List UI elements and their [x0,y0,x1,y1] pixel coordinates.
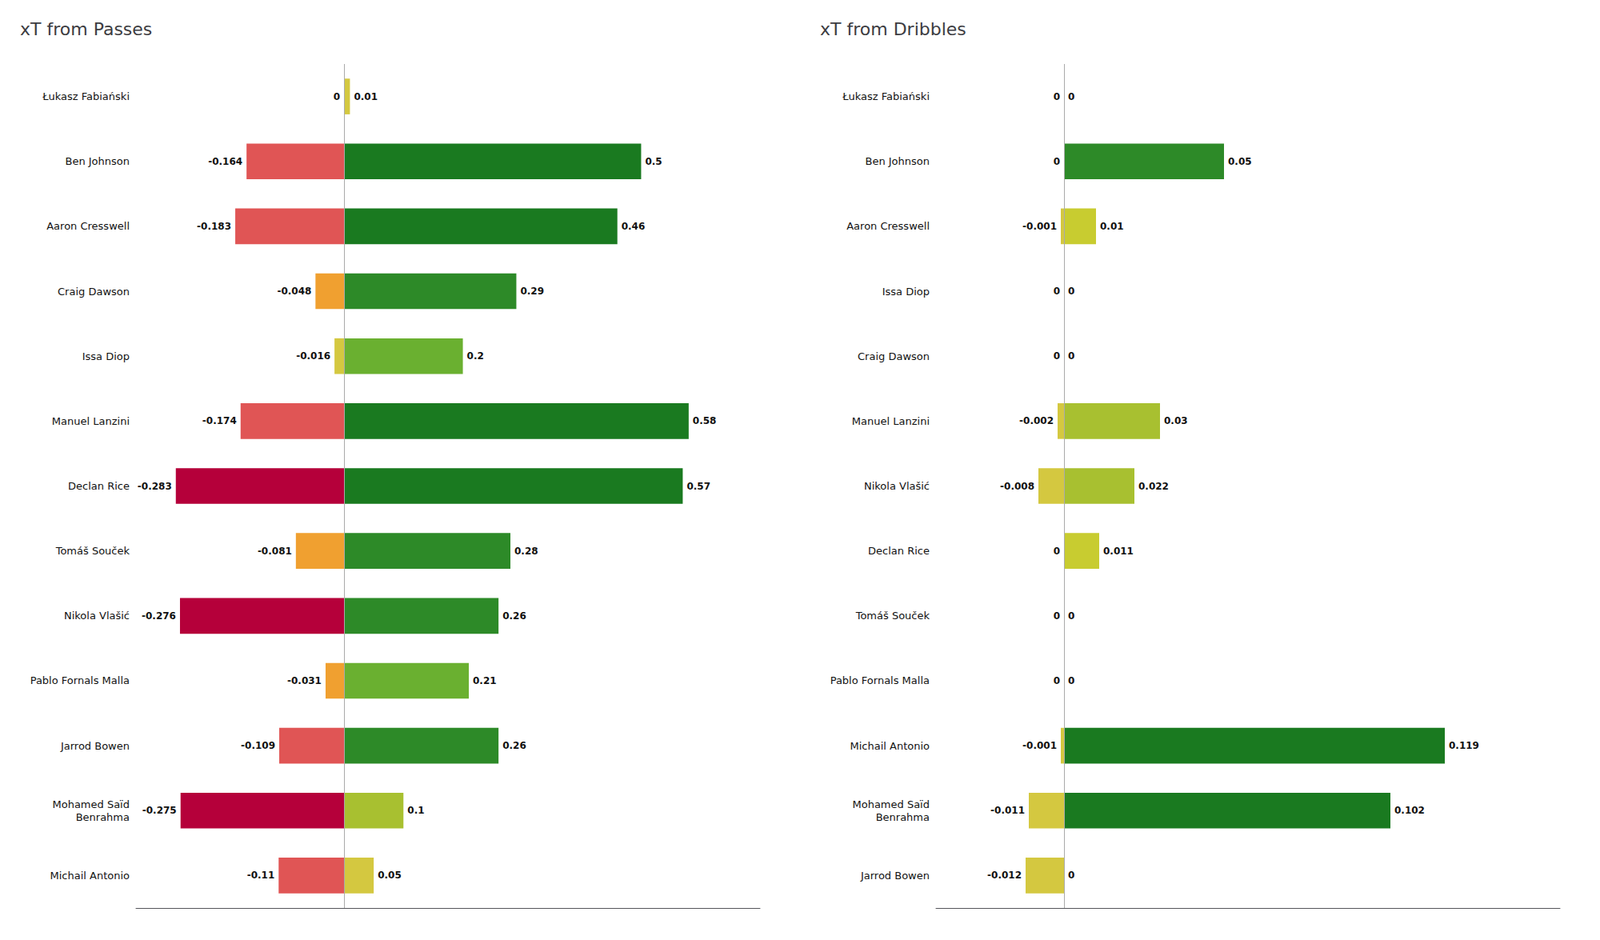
svg-text:0: 0 [1068,285,1075,297]
svg-text:Pablo Fornals Malla: Pablo Fornals Malla [30,674,130,687]
svg-text:0.119: 0.119 [1448,740,1480,752]
svg-text:Declan Rice: Declan Rice [68,480,130,492]
svg-text:Michail Antonio: Michail Antonio [849,740,930,752]
svg-text:Issa Diop: Issa Diop [882,285,930,298]
svg-text:0.01: 0.01 [1100,220,1124,232]
svg-text:0.28: 0.28 [514,545,539,557]
svg-text:-0.283: -0.283 [137,480,172,492]
svg-text:-0.275: -0.275 [142,804,177,816]
svg-text:0: 0 [1068,610,1075,622]
svg-text:Manuel Lanzini: Manuel Lanzini [852,415,930,428]
svg-text:0: 0 [1068,91,1075,103]
svg-text:-0.008: -0.008 [1000,480,1035,492]
svg-text:xT from Passes: xT from Passes [20,19,152,40]
svg-text:Craig Dawson: Craig Dawson [57,285,130,298]
svg-text:-0.012: -0.012 [987,869,1022,881]
svg-text:Benrahma: Benrahma [76,811,130,824]
svg-text:-0.001: -0.001 [1022,740,1057,752]
svg-text:Manuel Lanzini: Manuel Lanzini [52,415,130,428]
svg-text:0.102: 0.102 [1394,804,1425,816]
svg-text:Aaron Cresswell: Aaron Cresswell [46,220,130,232]
svg-text:-0.016: -0.016 [296,350,331,362]
svg-text:Łukasz Fabiański: Łukasz Fabiański [41,90,130,103]
svg-text:0: 0 [1053,285,1060,297]
svg-text:Pablo Fornals Malla: Pablo Fornals Malla [830,674,930,687]
svg-text:0.05: 0.05 [377,869,402,881]
svg-text:Tomáš Souček: Tomáš Souček [855,609,931,622]
svg-text:Aaron Cresswell: Aaron Cresswell [846,220,930,232]
svg-text:0: 0 [1053,545,1060,557]
svg-text:Mohamed Saïd: Mohamed Saïd [52,798,130,811]
svg-text:Nikola Vlašić: Nikola Vlašić [64,609,130,622]
svg-text:Craig Dawson: Craig Dawson [857,350,930,363]
svg-text:-0.011: -0.011 [990,804,1025,816]
svg-text:0.26: 0.26 [502,740,527,752]
svg-text:0: 0 [1053,675,1060,687]
svg-text:-0.276: -0.276 [141,610,176,622]
svg-text:xT from Dribbles: xT from Dribbles [820,19,967,40]
svg-text:0.26: 0.26 [502,610,527,622]
svg-text:0: 0 [333,91,340,103]
svg-text:0.5: 0.5 [644,156,662,168]
svg-text:-0.174: -0.174 [202,415,237,427]
svg-text:-0.11: -0.11 [247,869,276,881]
svg-text:0: 0 [1053,156,1060,168]
svg-text:Nikola Vlašić: Nikola Vlašić [864,480,930,492]
svg-text:0.01: 0.01 [353,91,378,103]
svg-text:-0.001: -0.001 [1022,220,1057,232]
svg-text:0.21: 0.21 [472,675,497,687]
svg-text:Mohamed Saïd: Mohamed Saïd [852,798,930,811]
svg-text:-0.048: -0.048 [276,285,312,297]
svg-text:Ben Johnson: Ben Johnson [864,155,930,168]
svg-text:0: 0 [1053,610,1060,622]
svg-text:Jarrod Bowen: Jarrod Bowen [60,740,130,752]
svg-text:Benrahma: Benrahma [876,811,930,824]
svg-text:0: 0 [1053,350,1060,362]
svg-text:Michail Antonio: Michail Antonio [49,869,130,882]
svg-text:0.022: 0.022 [1138,480,1169,492]
svg-text:Ben Johnson: Ben Johnson [64,155,130,168]
svg-text:Jarrod Bowen: Jarrod Bowen [860,869,930,882]
svg-text:0: 0 [1068,869,1075,881]
svg-text:-0.183: -0.183 [196,220,232,232]
svg-text:0.03: 0.03 [1164,415,1188,427]
svg-text:Łukasz Fabiański: Łukasz Fabiański [841,90,930,103]
svg-text:0.011: 0.011 [1103,545,1134,557]
svg-text:0: 0 [1053,91,1060,103]
svg-text:-0.002: -0.002 [1019,415,1054,427]
svg-text:0.46: 0.46 [621,220,646,232]
svg-text:Tomáš Souček: Tomáš Souček [55,544,131,557]
svg-text:Issa Diop: Issa Diop [82,350,130,363]
svg-text:0.2: 0.2 [467,350,484,362]
svg-text:-0.164: -0.164 [208,156,243,168]
svg-text:-0.031: -0.031 [287,675,322,687]
svg-text:0.1: 0.1 [407,804,424,816]
svg-text:Declan Rice: Declan Rice [868,544,930,557]
svg-text:-0.109: -0.109 [240,740,276,752]
svg-text:0.29: 0.29 [520,285,544,297]
svg-text:-0.081: -0.081 [257,545,292,557]
svg-text:0: 0 [1068,675,1075,687]
svg-text:0.05: 0.05 [1228,156,1252,168]
svg-text:0.58: 0.58 [692,415,717,427]
svg-text:0: 0 [1068,350,1075,362]
svg-text:0.57: 0.57 [686,480,711,492]
